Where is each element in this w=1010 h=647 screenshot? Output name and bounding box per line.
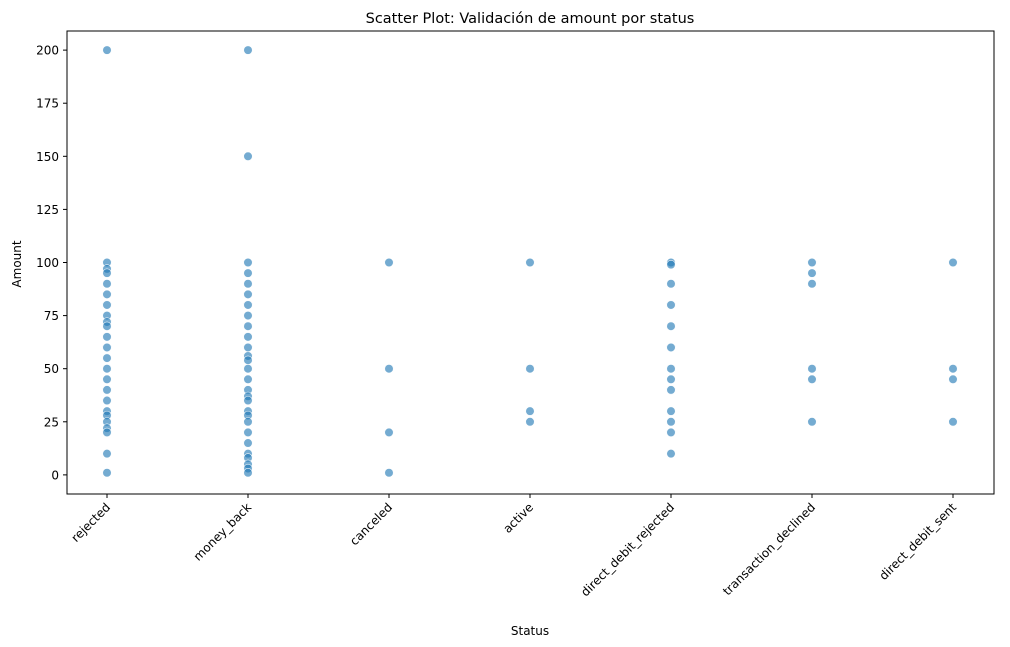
scatter-point [807, 374, 817, 384]
x-tick-label: active [500, 500, 536, 536]
scatter-point [102, 449, 112, 459]
scatter-point [807, 417, 817, 427]
scatter-point [666, 417, 676, 427]
scatter-point [666, 385, 676, 395]
scatter-point [243, 45, 253, 55]
scatter-point [102, 427, 112, 438]
scatter-point [666, 279, 676, 289]
scatter-point [666, 427, 676, 438]
x-tick-label: transaction_declined [720, 500, 818, 598]
scatter-point [525, 364, 535, 374]
y-tick-label: 0 [51, 468, 59, 482]
y-tick-label: 50 [44, 362, 59, 376]
scatter-point [666, 260, 676, 270]
scatter-point [666, 342, 676, 353]
scatter-point [243, 395, 253, 406]
scatter-point [243, 300, 253, 310]
scatter-point [948, 374, 958, 384]
y-axis: 0 25 50 75 100 125 150 175 200 [36, 44, 67, 482]
scatter-point [102, 353, 112, 363]
scatter-point [102, 268, 112, 278]
scatter-point [243, 279, 253, 289]
scatter-point [666, 374, 676, 384]
scatter-point [102, 342, 112, 353]
y-tick-label: 200 [36, 44, 59, 58]
scatter-point [102, 374, 112, 384]
scatter-point [102, 300, 112, 310]
scatter-point [102, 385, 112, 395]
scatter-point [102, 395, 112, 406]
scatter-point [948, 257, 958, 268]
y-tick-label: 125 [36, 203, 59, 217]
scatter-point [243, 417, 253, 427]
scatter-point [243, 355, 253, 365]
scatter-point [243, 321, 253, 331]
scatter-point [384, 427, 394, 438]
x-axis: rejected money_back canceled active direct_d… [69, 494, 959, 599]
scatter-point [243, 289, 253, 299]
scatter-point [807, 257, 817, 268]
scatter-point [666, 364, 676, 374]
scatter-point [102, 332, 112, 342]
scatter-point [525, 417, 535, 427]
y-axis-title: Amount [10, 240, 24, 287]
scatter-points [102, 45, 958, 478]
scatter-point [807, 364, 817, 374]
scatter-point [525, 257, 535, 268]
scatter-point [948, 417, 958, 427]
scatter-point [666, 449, 676, 459]
scatter-point [243, 342, 253, 353]
scatter-point [243, 468, 253, 478]
x-tick-label: money_back [191, 500, 254, 563]
scatter-point [948, 364, 958, 374]
y-tick-label: 100 [36, 256, 59, 270]
y-tick-label: 75 [44, 309, 59, 323]
scatter-point [666, 406, 676, 416]
scatter-point [102, 321, 112, 331]
x-tick-label: canceled [347, 500, 395, 548]
scatter-point [666, 321, 676, 331]
scatter-point [243, 438, 253, 448]
x-tick-label: direct_debit_sent [876, 500, 959, 583]
y-tick-label: 25 [44, 415, 59, 429]
scatter-point [102, 45, 112, 55]
scatter-point [102, 289, 112, 299]
x-axis-title: Status [511, 624, 549, 638]
scatter-point [102, 468, 112, 478]
scatter-point [807, 268, 817, 278]
x-tick-label: rejected [69, 500, 114, 545]
scatter-point [102, 279, 112, 289]
scatter-point [525, 406, 535, 416]
scatter-point [384, 468, 394, 478]
scatter-point [384, 257, 394, 268]
scatter-point [243, 364, 253, 374]
scatter-point [243, 257, 253, 268]
scatter-point [102, 364, 112, 374]
y-tick-label: 175 [36, 97, 59, 111]
chart-title: Scatter Plot: Validación de amount por s… [366, 11, 695, 27]
scatter-point [384, 364, 394, 374]
scatter-point [243, 427, 253, 438]
scatter-point [243, 151, 253, 161]
scatter-point [243, 310, 253, 321]
scatter-point [243, 374, 253, 384]
scatter-point [243, 332, 253, 342]
scatter-point [243, 268, 253, 278]
y-tick-label: 150 [36, 150, 59, 164]
scatter-point [666, 300, 676, 310]
scatter-point [807, 279, 817, 289]
x-tick-label: direct_debit_rejected [578, 500, 677, 599]
